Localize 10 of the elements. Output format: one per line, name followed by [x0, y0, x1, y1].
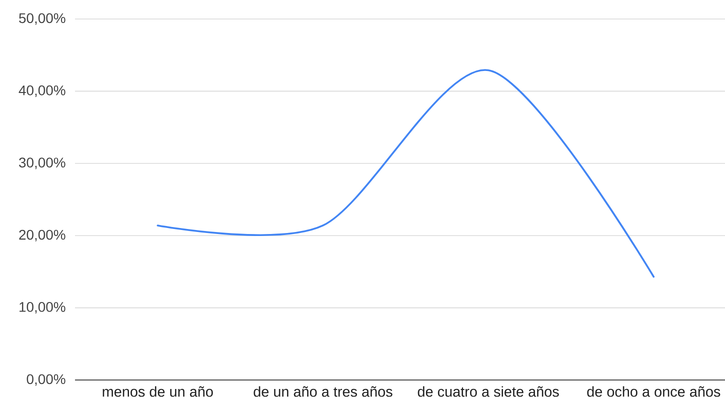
y-tick-label: 10,00%: [20, 302, 66, 314]
x-tick-label: de cuatro a siete años: [418, 386, 559, 397]
y-tick-label: 50,00%: [19, 13, 66, 25]
x-tick-label: menos de un año: [102, 386, 213, 397]
x-tick-label: de ocho a once años: [587, 386, 720, 397]
y-tick-label: 20,00%: [19, 230, 66, 242]
y-tick-label: 0,00%: [26, 374, 66, 386]
y-tick-label: 40,00%: [18, 85, 66, 97]
y-tick-label: 30,00%: [19, 158, 66, 170]
x-tick-label: de un año a tres años: [254, 386, 392, 397]
